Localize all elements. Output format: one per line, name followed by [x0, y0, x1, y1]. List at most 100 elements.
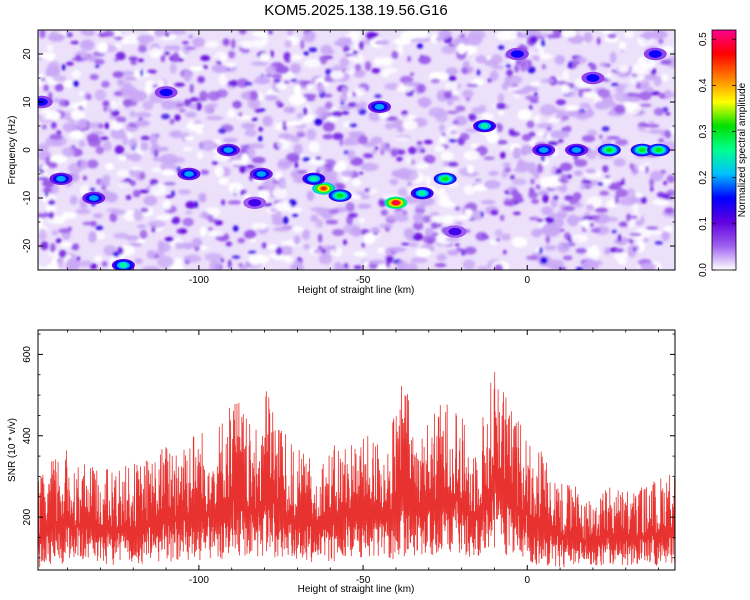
heatmap-cell	[530, 81, 540, 87]
heatmap-cell	[302, 93, 317, 99]
heatmap-cell	[208, 227, 214, 231]
heatmap-cell	[531, 228, 542, 238]
heatmap-cell	[368, 188, 378, 194]
heatmap-cell	[586, 248, 601, 260]
heatmap-hotspot	[443, 225, 467, 238]
heatmap-cell	[401, 242, 410, 246]
heatmap-cell	[644, 74, 658, 81]
heatmap-cell	[626, 96, 641, 103]
heatmap-cell	[633, 247, 637, 252]
heatmap-cell	[222, 38, 231, 47]
heatmap-cell	[528, 104, 533, 111]
heatmap-cell	[374, 94, 382, 99]
heatmap-cell	[196, 151, 204, 160]
heatmap-cell	[262, 115, 273, 127]
heatmap-cell	[582, 260, 599, 270]
heatmap-cell	[500, 151, 506, 159]
heatmap-cell	[653, 75, 662, 87]
heatmap-cell	[626, 93, 640, 97]
heatmap-cell	[402, 120, 418, 130]
heatmap-cell	[330, 70, 344, 80]
heatmap-cell	[506, 86, 518, 92]
heatmap-cell	[182, 41, 189, 45]
heatmap-cell	[134, 119, 150, 127]
heatmap-cell	[629, 232, 642, 237]
heatmap-cell	[50, 243, 56, 253]
heatmap-cell	[282, 120, 287, 130]
heatmap-cell	[618, 41, 627, 51]
heatmap-cell	[377, 263, 387, 270]
heatmap-hotspot	[111, 259, 135, 270]
heatmap-cell	[408, 146, 417, 155]
heatmap-cell	[57, 257, 65, 268]
heatmap-cell	[401, 169, 419, 182]
colorbar-tick-label: 0.1	[698, 216, 709, 230]
heatmap-cell	[594, 225, 610, 235]
heatmap-cell	[49, 133, 63, 140]
heatmap-cell	[71, 243, 80, 251]
heatmap-cell	[631, 63, 649, 76]
heatmap-cell	[288, 93, 306, 106]
heatmap-cell	[536, 163, 544, 174]
heatmap-cell	[42, 187, 53, 193]
heatmap-cell	[98, 123, 104, 129]
heatmap-cell	[378, 111, 390, 120]
heatmap-cell	[255, 75, 271, 84]
heatmap-cell	[389, 178, 399, 186]
heatmap-cell	[142, 100, 154, 111]
heatmap-cell	[506, 69, 513, 77]
heatmap-cell	[574, 159, 588, 167]
heatmap-cell	[377, 247, 386, 254]
heatmap-cell	[359, 171, 364, 175]
heatmap-cell	[413, 212, 424, 224]
heatmap-cell	[123, 76, 137, 81]
heatmap-cell	[416, 83, 426, 94]
heatmap-cell	[147, 220, 166, 228]
heatmap-cell	[339, 93, 348, 103]
heatmap-hotspot	[216, 143, 240, 157]
heatmap-cell	[258, 189, 270, 199]
heatmap-cell	[99, 177, 110, 188]
heatmap-cell	[294, 161, 299, 169]
heatmap-cell	[327, 115, 339, 122]
heatmap-cell	[636, 81, 641, 89]
heatmap-cell	[274, 201, 292, 212]
heatmap-cell	[198, 192, 207, 203]
heatmap-cell	[541, 64, 546, 70]
heatmap-cell	[63, 80, 76, 88]
heatmap-cell	[415, 203, 427, 209]
heatmap-cell	[555, 99, 567, 106]
heatmap-cell	[341, 170, 354, 178]
heatmap-cell	[514, 64, 520, 73]
figure-title: KOM5.2025.138.19.56.G16	[264, 2, 447, 19]
heatmap-hotspot	[647, 143, 671, 157]
heatmap-cell	[594, 207, 608, 213]
heatmap-cell	[385, 255, 394, 264]
heatmap-cell	[540, 39, 546, 47]
heatmap-cell	[446, 99, 454, 106]
heatmap-cell	[303, 58, 321, 68]
heatmap-cell	[195, 102, 202, 111]
heatmap-cell	[277, 177, 288, 190]
heatmap-cell	[539, 176, 554, 188]
heatmap-cell	[114, 145, 125, 155]
heatmap-cell	[221, 199, 226, 206]
heatmap-cell	[331, 110, 343, 117]
heatmap-hotspot	[243, 196, 267, 209]
heatmap-cell	[570, 59, 580, 66]
heatmap-cell	[251, 156, 266, 164]
heatmap-cell	[322, 134, 334, 140]
heatmap-cell	[548, 213, 567, 219]
heatmap-hotspot	[302, 172, 326, 185]
heatmap-cell	[135, 112, 152, 118]
colorbar: 0.0 0.1 0.2 0.3 0.4 0.5 Normalized spectral a…	[698, 29, 748, 277]
heatmap-cell	[161, 99, 176, 110]
heatmap-cell	[517, 109, 533, 121]
heatmap-cell	[96, 41, 108, 54]
heatmap-hotspot	[473, 119, 497, 133]
heatmap-cell	[536, 35, 546, 40]
heatmap-cell	[526, 120, 535, 129]
y-tick-label: 200	[22, 508, 33, 525]
heatmap-cell	[483, 180, 501, 189]
heatmap-cell	[497, 110, 505, 116]
